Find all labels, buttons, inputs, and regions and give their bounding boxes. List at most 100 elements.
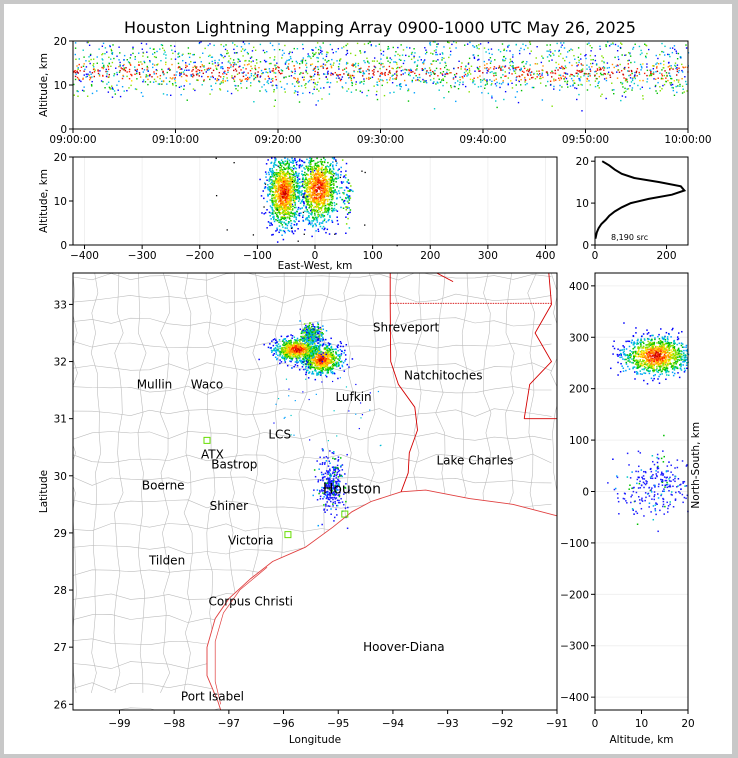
- eastwest-point: [308, 221, 311, 223]
- time-altitude-point: [623, 91, 626, 94]
- time-altitude-point: [268, 77, 270, 79]
- time-altitude-point: [341, 86, 344, 88]
- time-altitude-point: [500, 68, 502, 70]
- time-altitude-point: [657, 77, 659, 79]
- eastwest-point: [315, 188, 317, 191]
- eastwest-point: [322, 211, 324, 214]
- time-altitude-point: [259, 61, 262, 63]
- eastwest-point: [320, 207, 323, 210]
- time-altitude-point: [524, 76, 526, 79]
- time-altitude-point: [572, 84, 574, 87]
- time-altitude-point: [574, 58, 576, 60]
- time-altitude-point: [245, 59, 247, 62]
- time-altitude-point: [512, 66, 514, 69]
- time-altitude-point: [396, 63, 398, 66]
- eastwest-point: [280, 189, 282, 192]
- eastwest-point: [319, 210, 321, 213]
- eastwest-point: [309, 172, 312, 175]
- eastwest-point: [317, 167, 320, 169]
- time-altitude-point: [297, 94, 299, 96]
- eastwest-point: [310, 194, 312, 197]
- eastwest-point: [273, 220, 276, 223]
- eastwest-point: [330, 184, 332, 187]
- time-altitude-point: [235, 88, 237, 90]
- time-altitude-point: [101, 62, 104, 64]
- eastwest-point: [295, 198, 298, 200]
- time-altitude-point: [623, 77, 625, 79]
- time-altitude-point: [304, 59, 307, 62]
- time-altitude-point: [586, 89, 589, 91]
- time-altitude-point: [90, 84, 93, 86]
- eastwest-point: [325, 192, 327, 194]
- eastwest-point: [293, 194, 296, 196]
- time-altitude-point: [317, 48, 320, 51]
- time-altitude-point: [123, 69, 126, 71]
- time-altitude-point: [638, 71, 640, 74]
- time-altitude-point: [655, 54, 657, 57]
- eastwest-point: [281, 171, 284, 174]
- time-altitude-point: [625, 90, 627, 92]
- time-altitude-point: [498, 65, 501, 67]
- eastwest-point: [314, 162, 317, 165]
- time-altitude-point: [77, 90, 79, 93]
- time-altitude-point: [446, 81, 448, 84]
- eastwest-point: [307, 165, 310, 167]
- time-altitude-point: [222, 81, 224, 84]
- time-altitude-point: [128, 77, 131, 80]
- eastwest-point: [311, 209, 314, 212]
- eastwest-point: [265, 176, 267, 178]
- time-altitude-point: [111, 52, 114, 54]
- eastwest-point: [275, 206, 278, 209]
- time-altitude-point: [221, 54, 223, 57]
- time-altitude-point: [374, 66, 376, 68]
- time-altitude-point: [422, 78, 424, 81]
- eastwest-point: [324, 169, 327, 172]
- time-altitude-point: [207, 67, 210, 70]
- eastwest-point: [315, 172, 317, 175]
- time-altitude-point: [458, 60, 460, 63]
- eastwest-point: [267, 184, 269, 186]
- time-altitude-point: [594, 75, 596, 77]
- time-altitude-point: [317, 100, 319, 102]
- time-altitude-point: [665, 72, 668, 74]
- eastwest-point: [303, 167, 305, 169]
- time-altitude-point: [350, 52, 352, 55]
- map-lightning-point: [311, 370, 314, 373]
- eastwest-point: [282, 178, 285, 181]
- time-altitude-point: [198, 41, 201, 44]
- time-altitude-point: [140, 42, 143, 45]
- eastwest-point: [298, 165, 301, 167]
- time-altitude-point: [380, 63, 382, 66]
- eastwest-point: [267, 186, 270, 188]
- time-altitude-point: [179, 72, 181, 74]
- eastwest-point: [280, 207, 283, 210]
- time-altitude-point: [417, 59, 419, 62]
- time-altitude-point: [484, 83, 487, 86]
- time-altitude-point: [499, 86, 501, 89]
- eastwest-point: [287, 171, 289, 173]
- eastwest-point: [298, 212, 300, 215]
- time-altitude-point: [117, 89, 119, 91]
- eastwest-point: [297, 208, 299, 211]
- eastwest-point: [268, 211, 271, 214]
- time-altitude-point: [290, 57, 292, 60]
- time-altitude-point: [316, 83, 318, 86]
- time-altitude-point: [659, 72, 661, 74]
- time-altitude-point: [661, 69, 663, 71]
- eastwest-point: [287, 201, 289, 203]
- time-altitude-point: [597, 82, 600, 84]
- time-altitude-point: [661, 75, 664, 77]
- eastwest-point: [326, 202, 329, 205]
- time-altitude-point: [441, 52, 444, 54]
- eastwest-point: [268, 180, 270, 182]
- ew-altitude-tick-label: 0: [60, 240, 67, 252]
- time-altitude-point: [172, 84, 174, 86]
- time-altitude-point: [686, 90, 688, 92]
- eastwest-point: [292, 197, 295, 200]
- time-altitude-point: [508, 72, 510, 74]
- time-altitude-point: [269, 42, 272, 44]
- eastwest-point: [285, 209, 288, 211]
- eastwest-point: [285, 187, 287, 190]
- time-altitude-point: [598, 75, 601, 78]
- eastwest-point: [314, 202, 317, 204]
